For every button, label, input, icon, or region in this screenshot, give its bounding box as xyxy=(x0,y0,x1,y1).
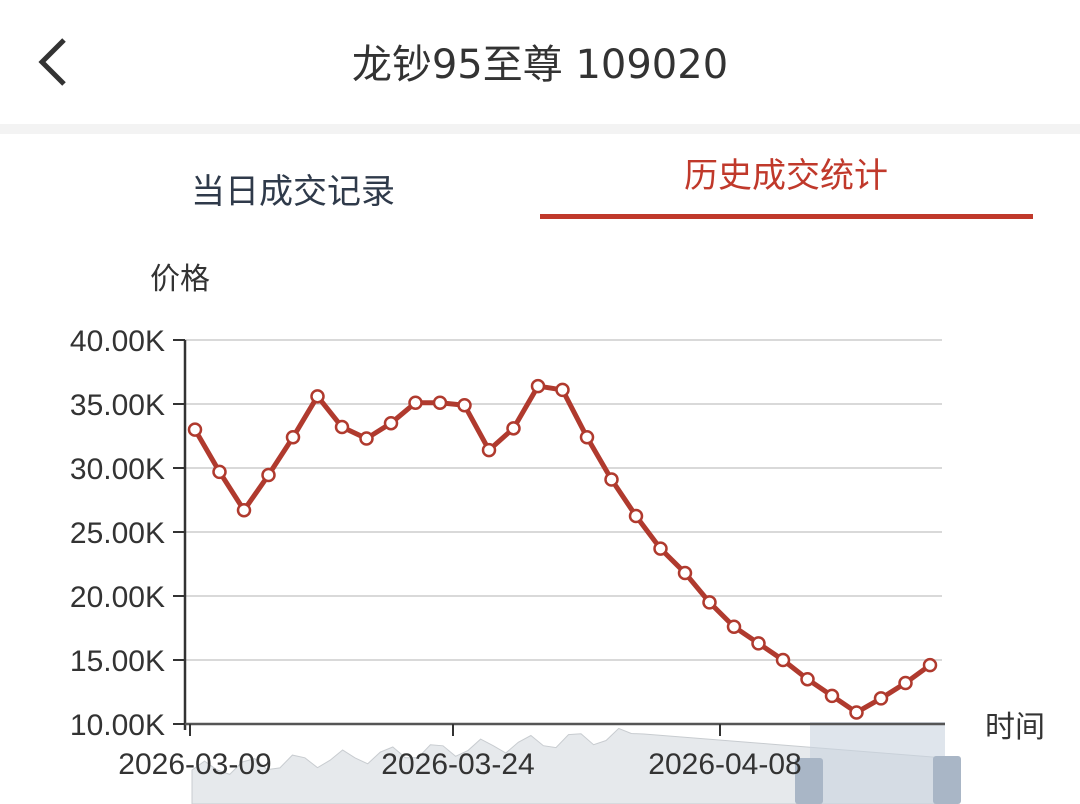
data-point xyxy=(261,467,276,483)
tab-history-stats[interactable]: 历史成交统计 xyxy=(684,156,888,196)
data-point xyxy=(187,422,203,437)
x-axis-label: 时间 xyxy=(985,710,1045,745)
data-point xyxy=(506,421,521,436)
y-tick-label: 20.00K xyxy=(70,581,165,614)
data-point xyxy=(285,430,301,445)
data-point xyxy=(555,382,570,398)
data-zoom-selection xyxy=(810,722,945,804)
data-point xyxy=(530,378,546,394)
tab-daily-records[interactable]: 当日成交记录 xyxy=(191,172,395,212)
x-tick-label: 2026-04-08 xyxy=(648,748,801,781)
data-point xyxy=(849,705,864,720)
data-zoom-handle-right[interactable] xyxy=(933,756,961,804)
data-point xyxy=(457,398,472,413)
data-point xyxy=(898,675,913,691)
data-point xyxy=(628,508,644,524)
y-tick-label: 15.00K xyxy=(70,645,165,678)
y-tick-label: 25.00K xyxy=(70,517,165,550)
y-tick-label: 10.00K xyxy=(70,709,165,742)
data-point xyxy=(604,472,619,487)
data-point xyxy=(408,395,423,410)
y-tick-label: 30.00K xyxy=(70,453,165,486)
data-point xyxy=(677,565,693,581)
y-tick-label: 35.00K xyxy=(70,389,165,422)
active-tab-indicator xyxy=(540,214,1033,219)
page-title: 龙钞95至尊 109020 xyxy=(351,42,729,88)
y-axis-label: 价格 xyxy=(150,262,210,297)
data-point xyxy=(726,619,742,634)
x-tick-label: 2026-03-24 xyxy=(381,748,534,781)
data-point xyxy=(310,389,325,404)
price-line xyxy=(192,383,932,715)
data-point xyxy=(824,688,840,704)
data-point xyxy=(579,430,595,445)
x-tick-label: 2026-03-09 xyxy=(118,748,271,781)
data-point xyxy=(334,419,350,435)
data-point xyxy=(432,395,448,410)
y-tick-label: 40.00K xyxy=(70,325,165,358)
data-zoom-handle-left[interactable] xyxy=(795,758,823,804)
data-point xyxy=(236,502,252,518)
data-point xyxy=(212,464,227,480)
data-point xyxy=(359,431,374,446)
data-point xyxy=(751,636,766,651)
data-point xyxy=(383,415,399,431)
divider xyxy=(0,124,1080,134)
data-point xyxy=(873,691,889,706)
back-chevron-icon[interactable] xyxy=(30,32,80,92)
data-point xyxy=(481,442,497,458)
data-point xyxy=(702,595,717,610)
data-point xyxy=(800,671,815,687)
data-point xyxy=(775,652,791,668)
data-point xyxy=(653,541,668,556)
data-point xyxy=(922,657,938,673)
